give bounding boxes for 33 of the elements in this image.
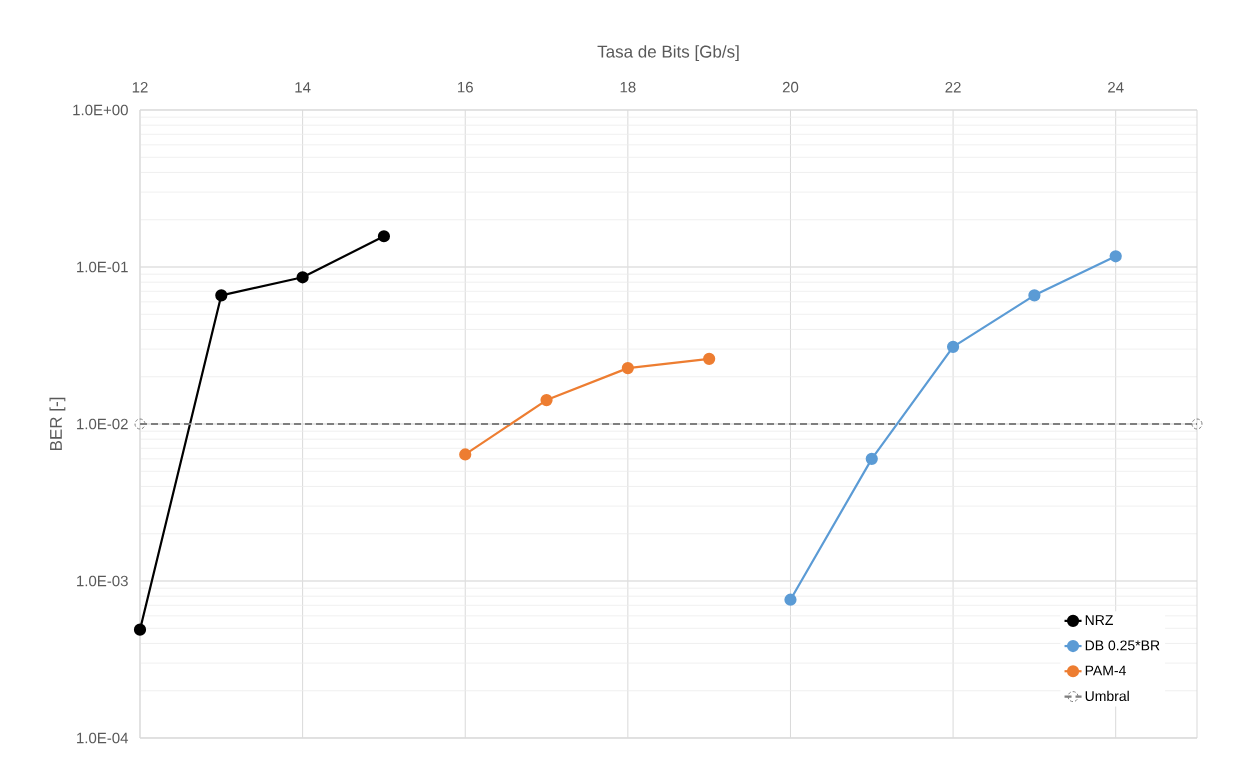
- y-tick-label: 1.0E-01: [77, 261, 128, 273]
- point: [946, 340, 960, 353]
- legend-label: PAM-4: [1085, 665, 1126, 676]
- x-tick-label: 12: [132, 82, 148, 93]
- point: [377, 230, 391, 243]
- x-tick-label: 16: [458, 81, 473, 93]
- point: [1028, 289, 1041, 302]
- point: [865, 452, 878, 465]
- x-tick-label: 22: [945, 82, 961, 93]
- y-axis-title: BER [-]: [49, 397, 66, 451]
- point: [133, 623, 147, 636]
- x-tick-label: 18: [620, 81, 636, 93]
- x-tick-label: 24: [1108, 82, 1124, 93]
- point: [215, 289, 228, 302]
- point: [784, 593, 797, 606]
- point: [621, 362, 634, 375]
- point: [540, 394, 553, 407]
- point: [1191, 418, 1203, 430]
- legend-label: DB 0.25*BR: [1085, 640, 1160, 651]
- legend-label: NRZ: [1085, 615, 1113, 625]
- x-tick-label: 20: [782, 81, 799, 93]
- point: [134, 418, 146, 430]
- point: [296, 271, 309, 284]
- x-tick-label: 14: [295, 82, 311, 93]
- point: [703, 352, 716, 365]
- point: [459, 448, 472, 461]
- y-tick-label: 1.0E+00: [73, 104, 128, 116]
- x-axis-title: Tasa de Bits [Gb/s]: [597, 45, 739, 62]
- y-tick-label: 1.0E-03: [77, 575, 128, 587]
- y-tick-label: 1.0E-02: [77, 418, 128, 430]
- point: [1109, 250, 1122, 263]
- legend-label: Umbral: [1085, 690, 1129, 702]
- y-tick-label: 1.0E-04: [77, 732, 129, 744]
